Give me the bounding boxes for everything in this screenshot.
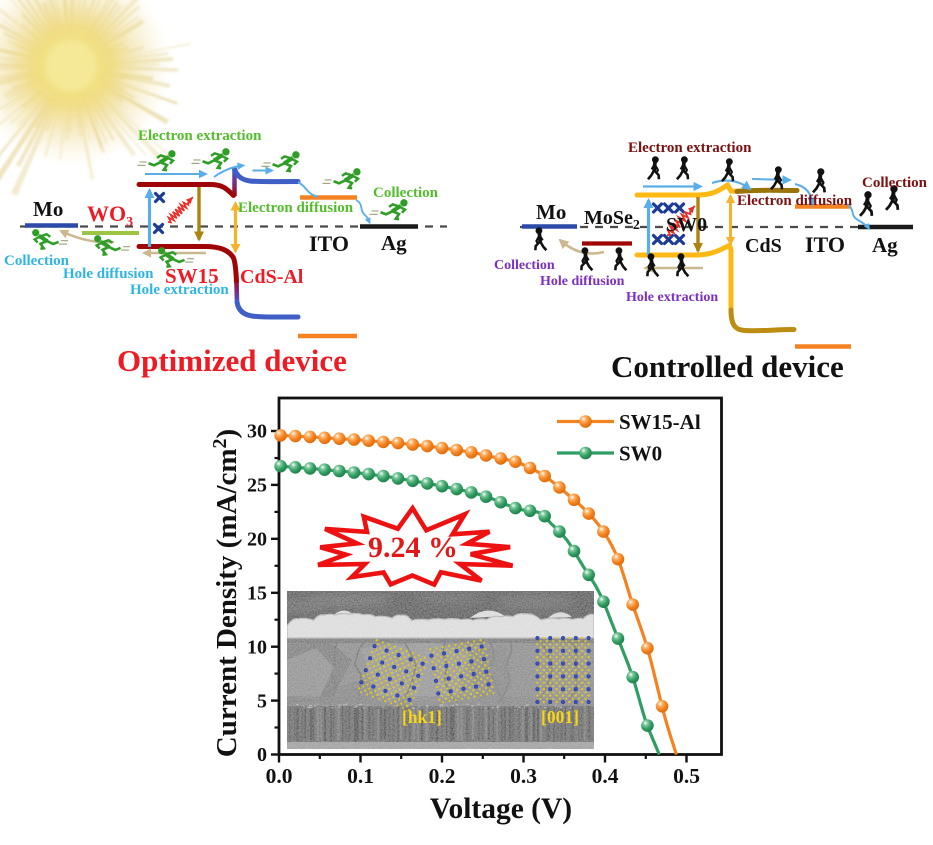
svg-text:Controlled device: Controlled device — [611, 349, 844, 384]
svg-text:ITO: ITO — [309, 231, 349, 256]
svg-text:Optimized device: Optimized device — [117, 343, 347, 378]
svg-text:0.0: 0.0 — [266, 764, 293, 788]
svg-text:Ag: Ag — [872, 233, 898, 257]
svg-text:25: 25 — [247, 475, 267, 497]
svg-text:0.5: 0.5 — [673, 764, 700, 788]
svg-text:0.1: 0.1 — [347, 764, 374, 788]
svg-text:5: 5 — [257, 690, 267, 712]
svg-text:Collection: Collection — [373, 185, 439, 201]
svg-text:CdS: CdS — [745, 235, 782, 257]
svg-text:Collection: Collection — [862, 175, 928, 191]
svg-text:ITO: ITO — [805, 232, 845, 257]
svg-text:Hole diffusion: Hole diffusion — [63, 266, 154, 282]
svg-text:Hole diffusion: Hole diffusion — [540, 274, 625, 289]
svg-text:0.4: 0.4 — [592, 764, 619, 788]
svg-text:Electron diffusion: Electron diffusion — [737, 193, 853, 209]
svg-text:[hk1]: [hk1] — [402, 707, 442, 727]
svg-text:Mo: Mo — [33, 197, 63, 221]
svg-text:Current Density (mA/cm2): Current Density (mA/cm2) — [209, 429, 243, 757]
svg-text:Voltage (V): Voltage (V) — [430, 793, 572, 825]
svg-text:Mo: Mo — [536, 200, 566, 224]
svg-text:SW15-Al: SW15-Al — [619, 410, 701, 434]
svg-text:Electron diffusion: Electron diffusion — [238, 200, 354, 216]
svg-text:SW15: SW15 — [165, 264, 219, 288]
svg-text:Collection: Collection — [4, 253, 70, 269]
svg-text:15: 15 — [247, 583, 267, 605]
svg-text:0.3: 0.3 — [510, 764, 537, 788]
svg-text:SW0: SW0 — [619, 442, 662, 466]
svg-text:Collection: Collection — [494, 258, 555, 273]
svg-text:Hole extraction: Hole extraction — [130, 282, 229, 298]
svg-text:Electron extraction: Electron extraction — [138, 128, 262, 144]
svg-text:[001]: [001] — [541, 707, 579, 727]
svg-text:MoSe2: MoSe2 — [584, 207, 640, 233]
svg-text:Hole extraction: Hole extraction — [626, 290, 718, 305]
svg-text:0: 0 — [257, 744, 267, 766]
svg-text:WO3: WO3 — [87, 201, 133, 230]
svg-text:SW0: SW0 — [666, 214, 707, 236]
svg-text:Ag: Ag — [381, 231, 407, 255]
svg-text:10: 10 — [247, 636, 267, 658]
svg-text:9.24 %: 9.24 % — [368, 531, 458, 564]
svg-text:Electron extraction: Electron extraction — [628, 140, 752, 156]
svg-text:0.2: 0.2 — [429, 764, 456, 788]
svg-text:CdS-Al: CdS-Al — [240, 266, 304, 288]
svg-text:20: 20 — [247, 529, 267, 551]
svg-text:30: 30 — [247, 421, 267, 443]
